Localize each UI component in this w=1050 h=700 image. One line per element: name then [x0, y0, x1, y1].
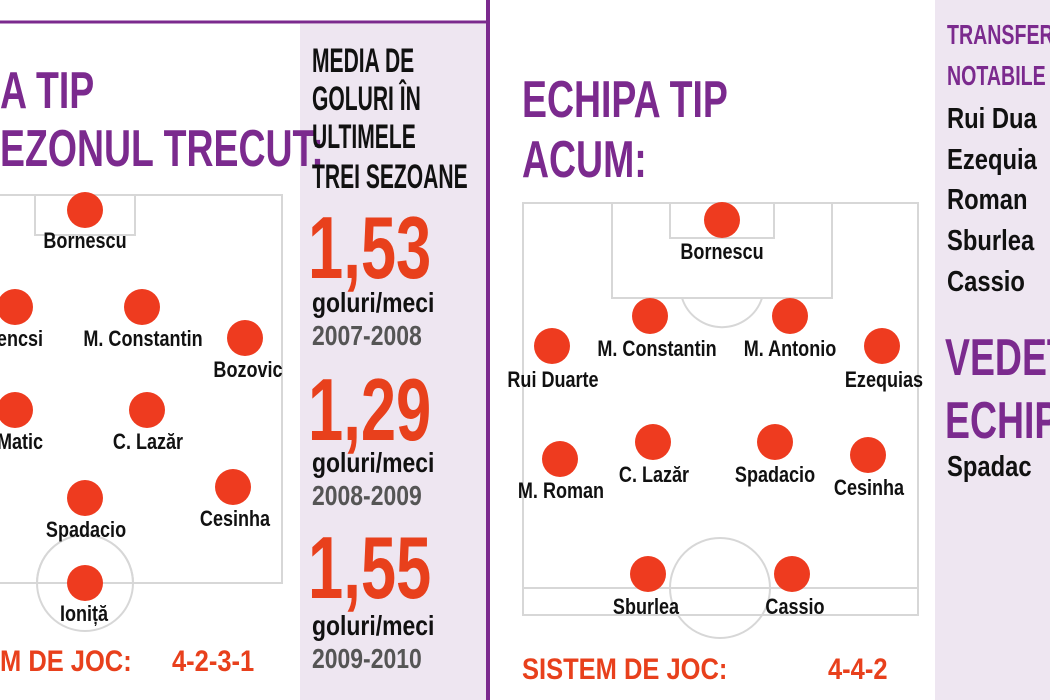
player-name: M. Constantin — [597, 337, 716, 361]
star-title: VEDET — [945, 328, 1050, 387]
player-dot — [864, 328, 900, 364]
player-dot — [772, 298, 808, 334]
player-dot — [124, 289, 160, 325]
player-dot — [129, 392, 165, 428]
player-name: Bornescu — [680, 240, 763, 264]
season: 2008-2009 — [312, 481, 422, 512]
player-dot — [704, 202, 740, 238]
player-name: C. Lazăr — [619, 463, 689, 487]
star-title: ECHIP — [945, 391, 1050, 450]
goals-title: MEDIA DE — [312, 41, 414, 79]
transfers-panel — [935, 0, 1050, 700]
transfer-name: Sburlea — [947, 224, 1034, 257]
transfer-name: Roman — [947, 183, 1028, 216]
team-title: A TIP — [0, 61, 94, 120]
player-dot — [215, 469, 251, 505]
player-dot — [542, 441, 578, 477]
player-name: Matic — [0, 430, 43, 454]
system-label: SISTEM DE JOC: — [522, 652, 727, 685]
goals-title: GOLURI ÎN — [312, 79, 421, 117]
goals-unit: goluri/meci — [312, 448, 434, 479]
goals-panel — [300, 24, 486, 700]
player-name: Bornescu — [43, 229, 126, 253]
goals-value: 1,55 — [308, 520, 431, 618]
player-dot — [774, 556, 810, 592]
player-dot — [635, 424, 671, 460]
goals-value: 1,29 — [308, 362, 431, 460]
player-dot — [0, 392, 33, 428]
player-name: Spadacio — [735, 463, 815, 487]
player-name: Cesinha — [200, 507, 271, 531]
player-name: Rui Duarte — [507, 368, 598, 392]
player-name: Sburlea — [613, 595, 680, 619]
team-title: ACUM: — [522, 130, 647, 189]
goals-title: TREI SEZOANE — [312, 157, 468, 195]
right-field — [522, 202, 919, 639]
goals-unit: goluri/meci — [312, 288, 434, 319]
goals-unit: goluri/meci — [312, 611, 434, 642]
player-dot — [227, 320, 263, 356]
player-name: Ezequias — [845, 368, 923, 392]
player-name: M. Roman — [518, 479, 604, 503]
transfer-name: Ezequia — [947, 143, 1037, 176]
player-name: Cesinha — [834, 476, 905, 500]
player-dot — [67, 565, 103, 601]
transfers-title: TRANSFER — [947, 20, 1050, 51]
system: 4-2-3-1 — [172, 644, 254, 677]
player-name: Cassio — [765, 595, 824, 619]
player-dot — [757, 424, 793, 460]
player-dot — [67, 192, 103, 228]
player-dot — [67, 480, 103, 516]
player-name: C. Lazăr — [113, 430, 183, 454]
player-dot — [850, 437, 886, 473]
player-dot — [534, 328, 570, 364]
system-label: M DE JOC: — [0, 644, 132, 677]
player-name: Ioniță — [60, 602, 109, 626]
player-name: M. Antonio — [744, 337, 836, 361]
star-player: Spadac — [947, 450, 1032, 483]
player-name: Spadacio — [46, 518, 126, 542]
player-dot — [632, 298, 668, 334]
season: 2007-2008 — [312, 321, 422, 352]
transfer-name: Cassio — [947, 265, 1025, 298]
transfers-title: NOTABILE — [947, 61, 1046, 92]
goals-value: 1,53 — [308, 200, 431, 298]
system: 4-4-2 — [828, 652, 888, 685]
transfer-name: Rui Dua — [947, 102, 1037, 135]
player-name: Bozovic — [213, 358, 282, 382]
player-dot — [0, 289, 33, 325]
season: 2009-2010 — [312, 644, 422, 675]
player-name: M. Constantin — [83, 327, 202, 351]
player-dot — [630, 556, 666, 592]
goals-title: ULTIMELE — [312, 117, 416, 155]
team-title: ECHIPA TIP — [522, 70, 728, 129]
team-title: EZONUL TRECUT: — [0, 119, 324, 178]
player-name: encsi — [0, 327, 43, 351]
